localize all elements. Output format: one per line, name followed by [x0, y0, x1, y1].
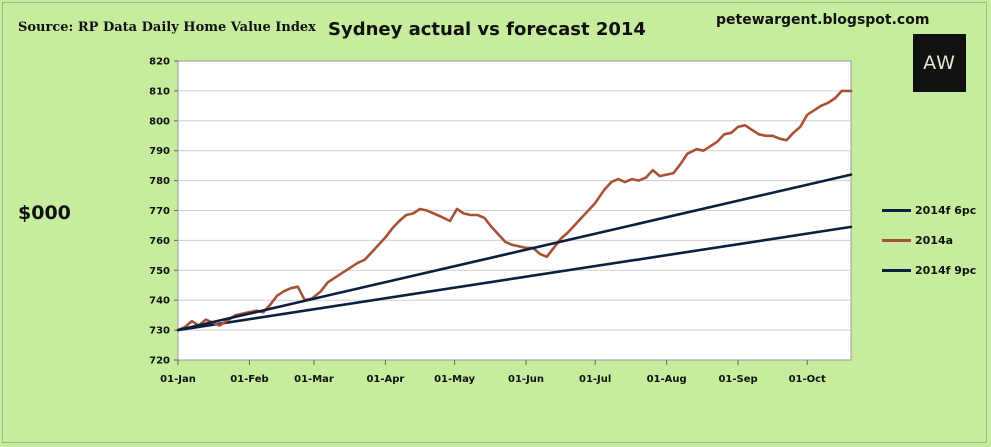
y-tick-label: 800 [149, 116, 170, 127]
x-tick-label: 01-Jan [160, 374, 196, 385]
x-tick-label: 01-Aug [647, 374, 687, 385]
x-tick-label: 01-Mar [294, 374, 334, 385]
y-axis-ticks: 720 730 740 750 760 770 780 790 800 810 820 [149, 57, 178, 367]
legend-label: 2014f 6pc [915, 204, 977, 217]
series-line-0 [176, 225, 853, 332]
logo-text: AW [923, 52, 956, 74]
legend-label: 2014a [915, 234, 954, 247]
x-tick-label: 01-Feb [230, 374, 268, 385]
legend-item: 2014f 6pc [882, 204, 976, 217]
series-layer [176, 89, 853, 332]
y-tick-label: 720 [149, 356, 170, 367]
x-tick-label: 01-Apr [366, 374, 404, 385]
y-tick-label: 750 [149, 266, 170, 277]
blog-url-label: petewargent.blogspot.com [716, 12, 930, 28]
y-tick-label: 770 [149, 206, 170, 217]
source-label: Source: RP Data Daily Home Value Index [18, 20, 316, 35]
y-tick-label: 820 [149, 57, 170, 68]
legend-swatch [882, 239, 911, 242]
series-line-1 [176, 89, 853, 332]
gridlines [178, 90, 851, 331]
x-tick-label: 01-May [434, 374, 475, 385]
x-tick-label: 01-Jul [579, 374, 611, 385]
x-tick-label: 01-Jun [508, 374, 544, 385]
y-axis-unit-label: $000 [18, 202, 71, 224]
chart-title: Sydney actual vs forecast 2014 [328, 19, 646, 40]
legend-swatch [882, 269, 911, 272]
x-tick-label: 01-Sep [718, 374, 757, 385]
legend-label: 2014f 9pc [915, 264, 977, 277]
series-line-2 [176, 173, 853, 332]
legend: 2014f 6pc 2014a 2014f 9pc [882, 204, 976, 294]
legend-item: 2014f 9pc [882, 264, 976, 277]
x-tick-label: 01-Oct [789, 374, 826, 385]
x-axis-ticks: 01-Jan 01-Feb 01-Mar 01-Apr 01-May 01-Jun 01-J… [160, 360, 826, 385]
y-tick-label: 730 [149, 326, 170, 337]
legend-swatch [882, 209, 911, 212]
y-tick-label: 740 [149, 296, 170, 307]
legend-item: 2014a [882, 234, 976, 247]
y-tick-label: 760 [149, 236, 170, 247]
aw-logo: AW [913, 34, 966, 92]
y-tick-label: 810 [149, 86, 170, 97]
y-tick-label: 780 [149, 176, 170, 187]
y-tick-label: 790 [149, 146, 170, 157]
